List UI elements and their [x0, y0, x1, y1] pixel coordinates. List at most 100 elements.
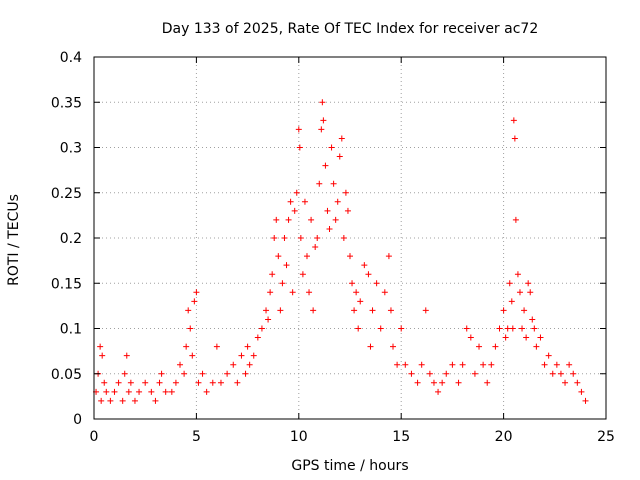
data-point [506, 280, 513, 287]
data-point [361, 262, 368, 269]
data-point [476, 343, 483, 350]
data-point [516, 289, 523, 296]
data-point [279, 280, 286, 287]
data-point [402, 361, 409, 368]
data-point [277, 307, 284, 314]
data-point [303, 253, 310, 260]
data-point [525, 280, 532, 287]
data-point [566, 361, 573, 368]
data-point [435, 388, 442, 395]
data-point [336, 153, 343, 160]
data-point [224, 370, 231, 377]
data-point [267, 289, 274, 296]
data-point [430, 379, 437, 386]
data-points [93, 99, 589, 404]
data-point [338, 135, 345, 142]
data-point [250, 352, 257, 359]
data-point [199, 370, 206, 377]
data-point [125, 388, 132, 395]
data-point [152, 397, 159, 404]
data-point [510, 117, 517, 124]
data-point [357, 298, 364, 305]
data-point [183, 343, 190, 350]
data-point [191, 298, 198, 305]
data-point [156, 379, 163, 386]
data-point [283, 262, 290, 269]
data-point [142, 379, 149, 386]
data-point [310, 307, 317, 314]
data-point [369, 307, 376, 314]
data-point [353, 289, 360, 296]
data-point [351, 307, 358, 314]
data-point [189, 352, 196, 359]
data-point [426, 370, 433, 377]
data-point [459, 361, 466, 368]
data-point [509, 325, 516, 332]
data-point [187, 325, 194, 332]
y-tick-label: 0.25 [51, 186, 82, 202]
y-tick-label: 0.05 [51, 367, 82, 383]
data-point [258, 325, 265, 332]
data-point [443, 370, 450, 377]
data-point [322, 162, 329, 169]
data-point [181, 370, 188, 377]
data-point [562, 379, 569, 386]
data-point [387, 307, 394, 314]
data-point [373, 280, 380, 287]
data-point [273, 216, 280, 223]
data-point [467, 334, 474, 341]
data-point [193, 289, 200, 296]
data-point [502, 334, 509, 341]
x-axis-ticks: 0 5 10 15 20 25 [90, 57, 615, 445]
data-point [287, 198, 294, 205]
y-tick-label: 0 [73, 412, 82, 428]
y-tick-label: 0.4 [60, 50, 82, 66]
x-tick-label: 15 [392, 429, 410, 445]
data-point [545, 352, 552, 359]
y-tick-label: 0.35 [51, 95, 82, 111]
data-point [344, 207, 351, 214]
data-point [381, 289, 388, 296]
data-point [514, 271, 521, 278]
data-point [549, 370, 556, 377]
data-point [281, 235, 288, 241]
data-point [578, 388, 585, 395]
data-point [209, 379, 216, 386]
data-point [504, 325, 511, 332]
data-point [570, 370, 577, 377]
x-tick-label: 10 [290, 429, 308, 445]
data-point [101, 379, 108, 386]
data-point [531, 325, 538, 332]
data-point [242, 370, 249, 377]
data-point [512, 216, 519, 223]
data-point [185, 307, 192, 314]
data-point [195, 379, 202, 386]
data-point [365, 271, 372, 278]
data-point [439, 379, 446, 386]
data-point [582, 397, 589, 404]
data-point [527, 289, 534, 296]
y-tick-label: 0.15 [51, 276, 82, 292]
x-axis-label: GPS time / hours [291, 458, 408, 474]
x-tick-label: 0 [90, 429, 99, 445]
data-point [244, 343, 251, 350]
data-point [111, 388, 118, 395]
data-point [523, 334, 530, 341]
data-point [99, 352, 106, 359]
data-point [103, 388, 110, 395]
data-point [234, 379, 241, 386]
data-point [533, 343, 540, 350]
data-point [121, 370, 128, 377]
data-point [557, 370, 564, 377]
data-point [289, 289, 296, 296]
data-point [312, 244, 319, 251]
data-point [119, 397, 126, 404]
data-point [334, 198, 341, 205]
data-point [301, 198, 308, 205]
data-point [422, 307, 429, 314]
data-point [367, 343, 374, 350]
data-point [484, 379, 491, 386]
grid-lines [94, 57, 606, 419]
data-point [107, 397, 114, 404]
